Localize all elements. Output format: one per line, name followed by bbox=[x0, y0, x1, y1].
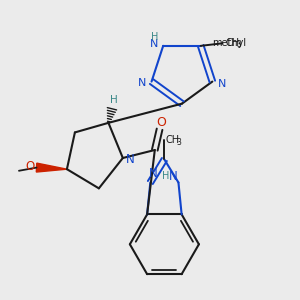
Text: methyl: methyl bbox=[212, 38, 247, 48]
Text: N: N bbox=[126, 153, 135, 166]
Polygon shape bbox=[36, 163, 67, 172]
Text: N: N bbox=[149, 167, 158, 180]
Text: CH: CH bbox=[225, 38, 239, 48]
Text: 3: 3 bbox=[177, 138, 182, 147]
Text: CH: CH bbox=[166, 135, 180, 145]
Text: H: H bbox=[151, 32, 158, 42]
Text: N: N bbox=[138, 79, 146, 88]
Text: N: N bbox=[150, 39, 158, 49]
Text: H: H bbox=[110, 95, 118, 106]
Text: N: N bbox=[218, 79, 226, 89]
Text: H: H bbox=[162, 171, 169, 181]
Text: O: O bbox=[25, 160, 34, 173]
Text: O: O bbox=[157, 116, 166, 129]
Text: 3: 3 bbox=[236, 40, 241, 50]
Text: N: N bbox=[169, 169, 178, 183]
